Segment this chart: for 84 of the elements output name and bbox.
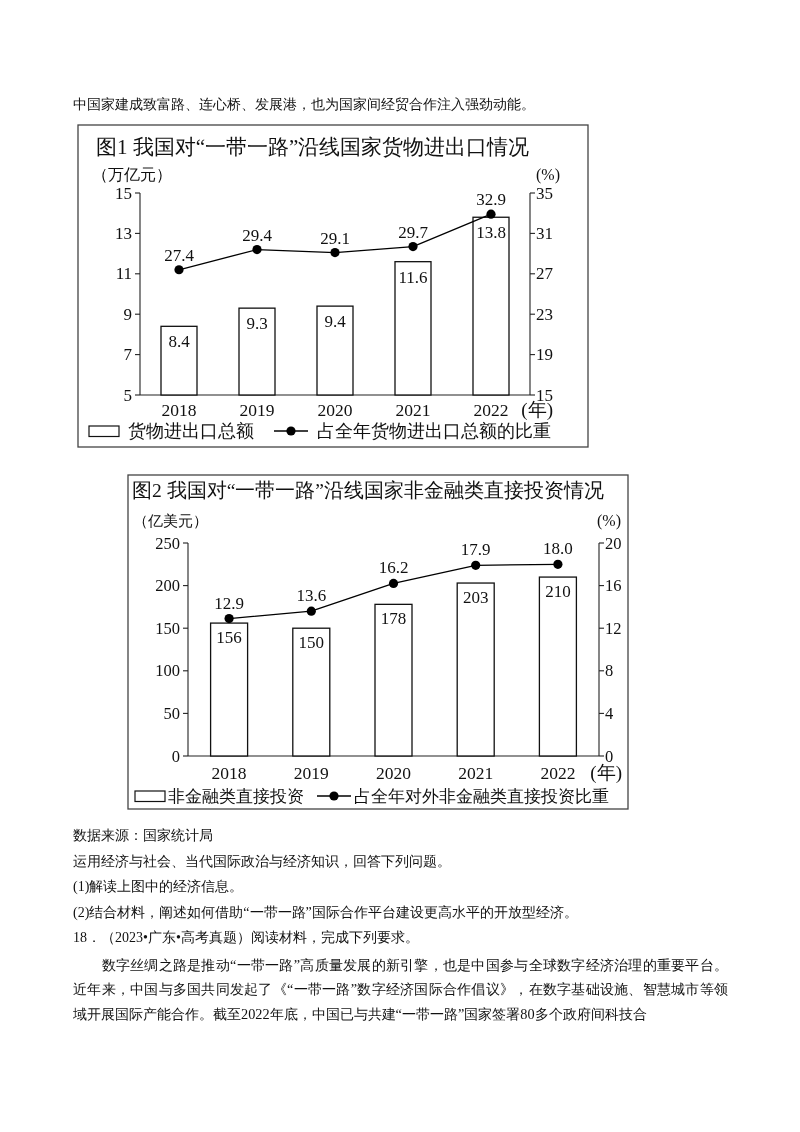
data-label: 18.0 [543, 539, 573, 559]
data-label: 11.6 [398, 267, 428, 287]
point [388, 578, 399, 589]
x-tick-label: 2019 [239, 400, 275, 420]
x-tick-label: 2020 [376, 763, 412, 783]
point [553, 559, 563, 569]
data-label: 210 [545, 582, 571, 602]
x-tick-label: 2022 [540, 763, 576, 783]
data-label: 13.8 [476, 223, 506, 243]
data-label: 178 [380, 609, 407, 629]
data-label: 13.6 [296, 586, 327, 606]
y2-tick-label: 27 [536, 264, 554, 284]
data-label: 17.9 [460, 540, 491, 560]
legend-label: 非金融类直接投资 [168, 786, 304, 806]
point [330, 247, 340, 258]
y2-tick-label: 20 [605, 533, 622, 553]
y-axis-title: （万亿元） [92, 166, 172, 183]
data-label: 150 [298, 633, 325, 653]
x-tick-label: 2019 [293, 763, 330, 783]
bar [456, 582, 495, 757]
text: 运用经济与社会、当代国际政治与经济知识，回答下列问题。 [73, 852, 452, 871]
y-tick-label: 13 [115, 223, 132, 243]
x-tick-label: 2021 [458, 763, 494, 783]
text: (1)解读上图中的经济信息。 [73, 878, 245, 896]
y-tick-label: 150 [155, 618, 180, 638]
data-label: 9.4 [324, 312, 347, 332]
x-tick-label: 2018 [211, 763, 247, 783]
y2-tick-label: 4 [605, 703, 614, 723]
y-tick-label: 5 [123, 385, 132, 405]
y-tick-label: 11 [115, 264, 132, 284]
x-tick-label: 2021 [395, 400, 431, 420]
data-label: 29.4 [242, 225, 273, 245]
point [306, 606, 316, 616]
data-label: 32.9 [476, 190, 506, 210]
point [471, 560, 481, 570]
y-tick-label: 0 [171, 746, 180, 766]
legend-label: 货物进出口总额 [128, 421, 254, 441]
bar [292, 627, 331, 757]
x-tick-label: 2018 [161, 400, 197, 420]
data-label: 27.4 [164, 245, 195, 265]
x-tick-label: 2020 [317, 400, 353, 420]
legend-label: 占全年货物进出口总额的比重 [317, 421, 551, 441]
text: (2)结合材料，阐述如何借助“一带一路”国际合作平台建设更高水平的开放型经济。 [73, 903, 579, 922]
point [252, 244, 262, 255]
data-label: 16.2 [378, 558, 409, 578]
data-label: 29.1 [320, 228, 350, 248]
y2-tick-label: 31 [536, 223, 553, 243]
y2-axis-title: (%) [536, 166, 560, 184]
point [174, 265, 184, 275]
y2-tick-label: 12 [605, 618, 622, 638]
text: 数字丝绸之路是推动“一带一路”高质量发展的新引擎，也是中国参与全球数字经济治理的重要平台。近年来，中国与多国共同发起了《“一带一路”数字经济国际合作倡议》，在数字基础设施、智慧城市等领域开展国际产能合作。截至2022年底，中国已与共建“一带一路”国家签署80多个政府间科技合 [73, 955, 728, 1024]
y2-tick-label: 19 [536, 345, 553, 365]
y2-tick-label: 23 [536, 304, 553, 324]
y-tick-label: 250 [155, 533, 180, 553]
chart-title: 图2 我国对“一带一路”沿线国家非金融类直接投资情况 [132, 480, 604, 501]
bar [374, 603, 413, 757]
point [486, 209, 496, 219]
data-label: 29.7 [398, 222, 429, 242]
y-tick-label: 200 [155, 576, 180, 596]
bar [538, 576, 578, 757]
y-tick-label: 15 [115, 183, 132, 203]
legend-label: 占全年对外非金融类直接投资比重 [354, 786, 609, 806]
y-tick-label: 9 [123, 304, 132, 324]
x-tick-label: 2022 [473, 400, 509, 420]
data-label: 156 [216, 628, 242, 648]
data-label: 203 [462, 588, 489, 608]
y-tick-label: 7 [123, 345, 133, 365]
point [224, 614, 234, 624]
data-label: 12.9 [214, 593, 244, 613]
data-label: 8.4 [168, 332, 191, 352]
y2-axis-title: (%) [597, 512, 621, 530]
bar [209, 622, 249, 757]
y-axis-title: （亿美元） [133, 513, 208, 529]
data-label: 9.3 [246, 314, 268, 334]
point [408, 241, 418, 252]
y2-tick-label: 8 [605, 661, 614, 681]
text: 中国家建成致富路、连心桥、发展港，也为国家间经贸合作注入强劲动能。 [73, 96, 536, 114]
y-tick-label: 100 [155, 661, 180, 681]
y2-tick-label: 16 [605, 576, 622, 596]
y-tick-label: 50 [163, 703, 180, 723]
chart-title: 图1 我国对“一带一路”沿线国家货物进出口情况 [96, 135, 530, 159]
source-note: 数据来源：国家统计局 [73, 827, 214, 845]
y2-tick-label: 35 [536, 183, 553, 203]
text: 18．（2023•广东•高考真题）阅读材料，完成下列要求。 [73, 929, 420, 947]
